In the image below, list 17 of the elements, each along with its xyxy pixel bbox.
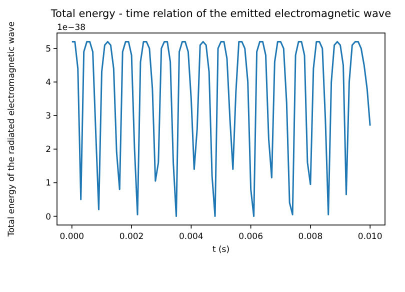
x-axis-title: t (s) <box>212 245 230 255</box>
y-axis-title: Total energy of the radiated electromagnetic wave <box>7 21 17 238</box>
y-tick-label: 5 <box>46 44 51 54</box>
annotation: 1e−38 <box>57 23 86 33</box>
x-tick-label: 0.006 <box>238 232 263 242</box>
y-tick-label: 0 <box>46 212 51 222</box>
y-tick-label: 4 <box>46 78 51 88</box>
line-series <box>71 40 371 218</box>
x-tick-label: 0.004 <box>179 232 204 242</box>
y-tick-label: 2 <box>46 145 51 156</box>
x-tick-label: 0.000 <box>60 232 84 242</box>
x-tick-label: 0.002 <box>119 232 144 242</box>
y-tick-label: 1 <box>46 178 51 189</box>
x-tick-label: 0.008 <box>298 232 323 242</box>
chart-title: Total energy - time relation of the emitted electromagnetic wave <box>50 8 392 20</box>
x-tick-label: 0.010 <box>358 232 382 242</box>
y-tick-label: 3 <box>46 112 51 122</box>
